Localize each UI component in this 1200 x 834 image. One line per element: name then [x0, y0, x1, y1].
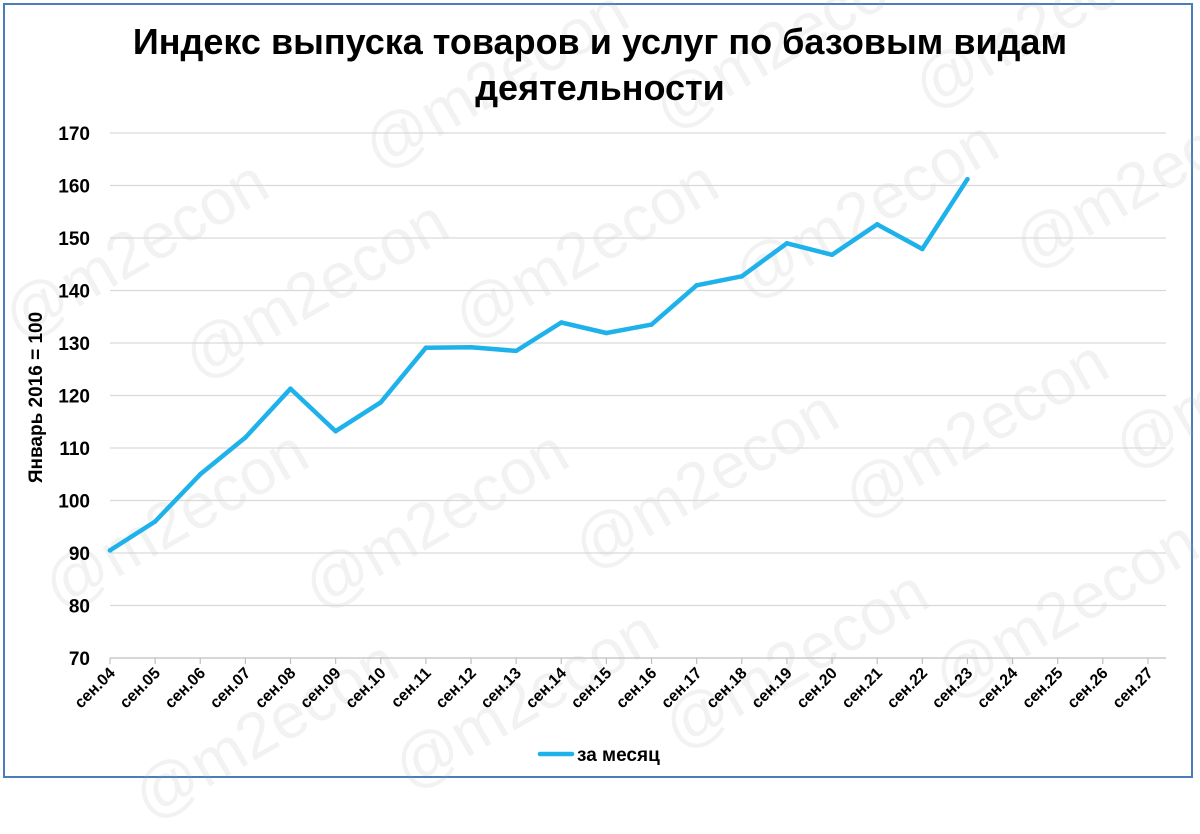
y-tick-label: 170 — [58, 124, 90, 145]
line-chart: 708090100110120130140150160170сен.04сен.… — [26, 124, 1166, 766]
x-tick-label: сен.13 — [478, 665, 525, 712]
chart-title-line-1: Индекс выпуска товаров и услуг по базовы… — [132, 21, 1068, 62]
x-tick-label: сен.06 — [162, 665, 209, 712]
data-point — [513, 348, 519, 354]
y-tick-label: 80 — [69, 597, 90, 618]
data-point — [965, 176, 970, 182]
x-tick-label: сен.20 — [794, 665, 841, 712]
data-point — [739, 274, 745, 279]
x-tick-label: сен.07 — [207, 665, 254, 712]
x-tick-label: сен.23 — [929, 665, 976, 712]
y-tick-label: 160 — [58, 177, 90, 198]
y-tick-label: 70 — [69, 649, 90, 670]
x-tick-label: сен.12 — [433, 665, 480, 712]
data-point — [874, 222, 880, 227]
x-tick-label: сен.14 — [523, 665, 570, 712]
y-axis-label: Январь 2016 = 100 — [26, 312, 47, 483]
data-point — [649, 322, 654, 327]
chart-title-line-2: деятельности — [475, 67, 725, 108]
data-point — [197, 471, 203, 477]
y-tick-label: 110 — [59, 439, 90, 460]
x-tick-label: сен.27 — [1110, 665, 1157, 712]
x-tick-label: сен.05 — [117, 665, 164, 712]
x-tick-label: сен.04 — [72, 665, 119, 712]
y-tick-label: 150 — [58, 229, 90, 250]
y-tick-label: 130 — [58, 334, 90, 355]
x-tick-label: сен.08 — [252, 665, 299, 712]
data-point — [604, 330, 609, 336]
x-tick-label: сен.26 — [1064, 665, 1111, 712]
data-point — [288, 386, 293, 391]
x-tick-label: сен.10 — [342, 665, 389, 712]
data-point — [243, 435, 248, 440]
data-point — [107, 548, 113, 553]
data-point — [468, 344, 474, 350]
x-tick-label: сен.17 — [658, 665, 705, 712]
data-point — [694, 282, 699, 288]
chart-frame — [3, 3, 1193, 778]
y-tick-label: 100 — [58, 492, 90, 513]
data-point — [829, 252, 835, 258]
y-tick-label: 90 — [69, 544, 90, 565]
x-tick-label: сен.19 — [749, 665, 796, 712]
x-tick-label: сен.09 — [297, 665, 344, 712]
x-tick-label: сен.15 — [568, 665, 615, 712]
data-point — [423, 345, 429, 351]
legend-label: за месяц — [577, 745, 660, 766]
series-line — [107, 176, 970, 553]
x-tick-label: сен.24 — [974, 665, 1021, 712]
data-point — [558, 320, 564, 325]
x-tick-label: сен.22 — [884, 665, 931, 712]
data-point — [152, 519, 158, 524]
x-tick-label: сен.25 — [1019, 665, 1066, 712]
x-tick-label: сен.16 — [613, 665, 660, 712]
data-point — [333, 428, 338, 434]
y-tick-label: 120 — [58, 387, 90, 408]
y-tick-label: 140 — [58, 282, 90, 303]
x-tick-label: сен.18 — [703, 665, 750, 712]
data-point — [784, 240, 790, 246]
x-tick-label: сен.11 — [388, 665, 435, 712]
data-point — [378, 400, 384, 405]
data-point — [920, 246, 925, 252]
x-tick-label: сен.21 — [839, 665, 886, 712]
